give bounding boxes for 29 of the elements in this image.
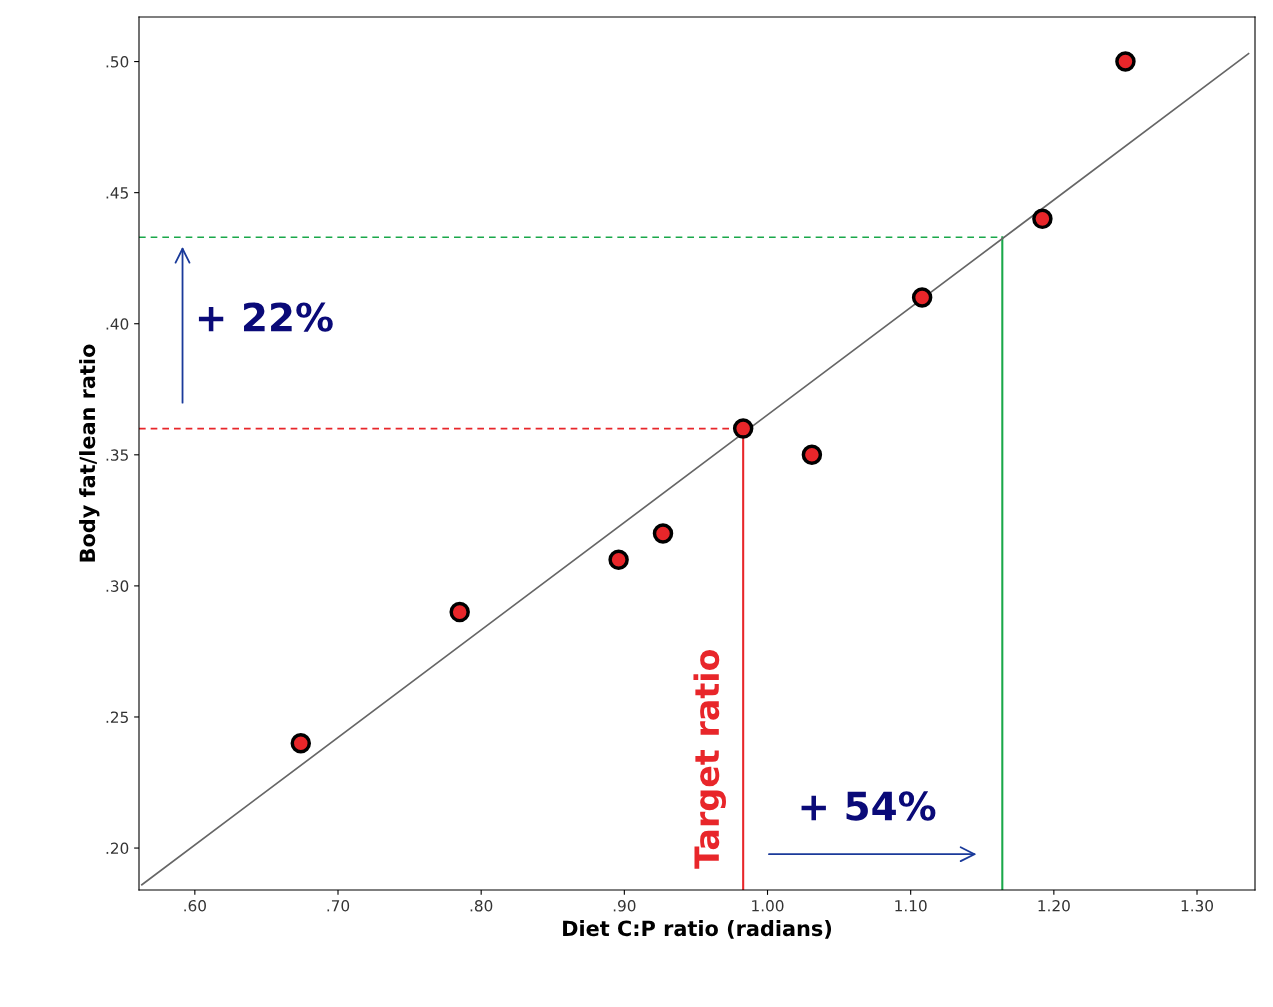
point xyxy=(290,732,312,754)
point xyxy=(732,418,754,439)
point xyxy=(1115,51,1136,72)
y-tick-label: .35 xyxy=(106,449,128,461)
y-axis-title: Body fat/lean ratio xyxy=(79,344,100,562)
y-tick-label: .20 xyxy=(106,842,129,855)
x-axis-title: Diet C:P ratio (radians) xyxy=(563,920,832,939)
x-tick-label: .80 xyxy=(470,899,493,912)
y-tick-label: .50 xyxy=(106,56,129,68)
point xyxy=(801,444,823,466)
y-tick-label: .30 xyxy=(106,580,129,592)
annotation: + 22% xyxy=(198,302,333,332)
x-tick-label: .70 xyxy=(327,899,350,912)
x-tick-label: 1.00 xyxy=(752,899,784,912)
ref-line-label: Target ratio xyxy=(693,649,726,869)
point xyxy=(1032,208,1053,230)
y-tick-label: .25 xyxy=(106,711,128,723)
x-tick-label: 1.20 xyxy=(1038,899,1070,912)
x-tick-label: .90 xyxy=(613,899,636,912)
x-tick-label: 1.30 xyxy=(1181,899,1214,912)
y-tick-label: .40 xyxy=(106,318,129,330)
annotation: + 54% xyxy=(801,791,936,821)
x-tick-label: .60 xyxy=(184,899,206,912)
point xyxy=(911,287,933,308)
point xyxy=(652,523,674,544)
y-tick-label: .45 xyxy=(106,187,128,199)
x-tick-label: 1.10 xyxy=(895,899,927,912)
point xyxy=(449,601,470,623)
point xyxy=(608,549,629,570)
